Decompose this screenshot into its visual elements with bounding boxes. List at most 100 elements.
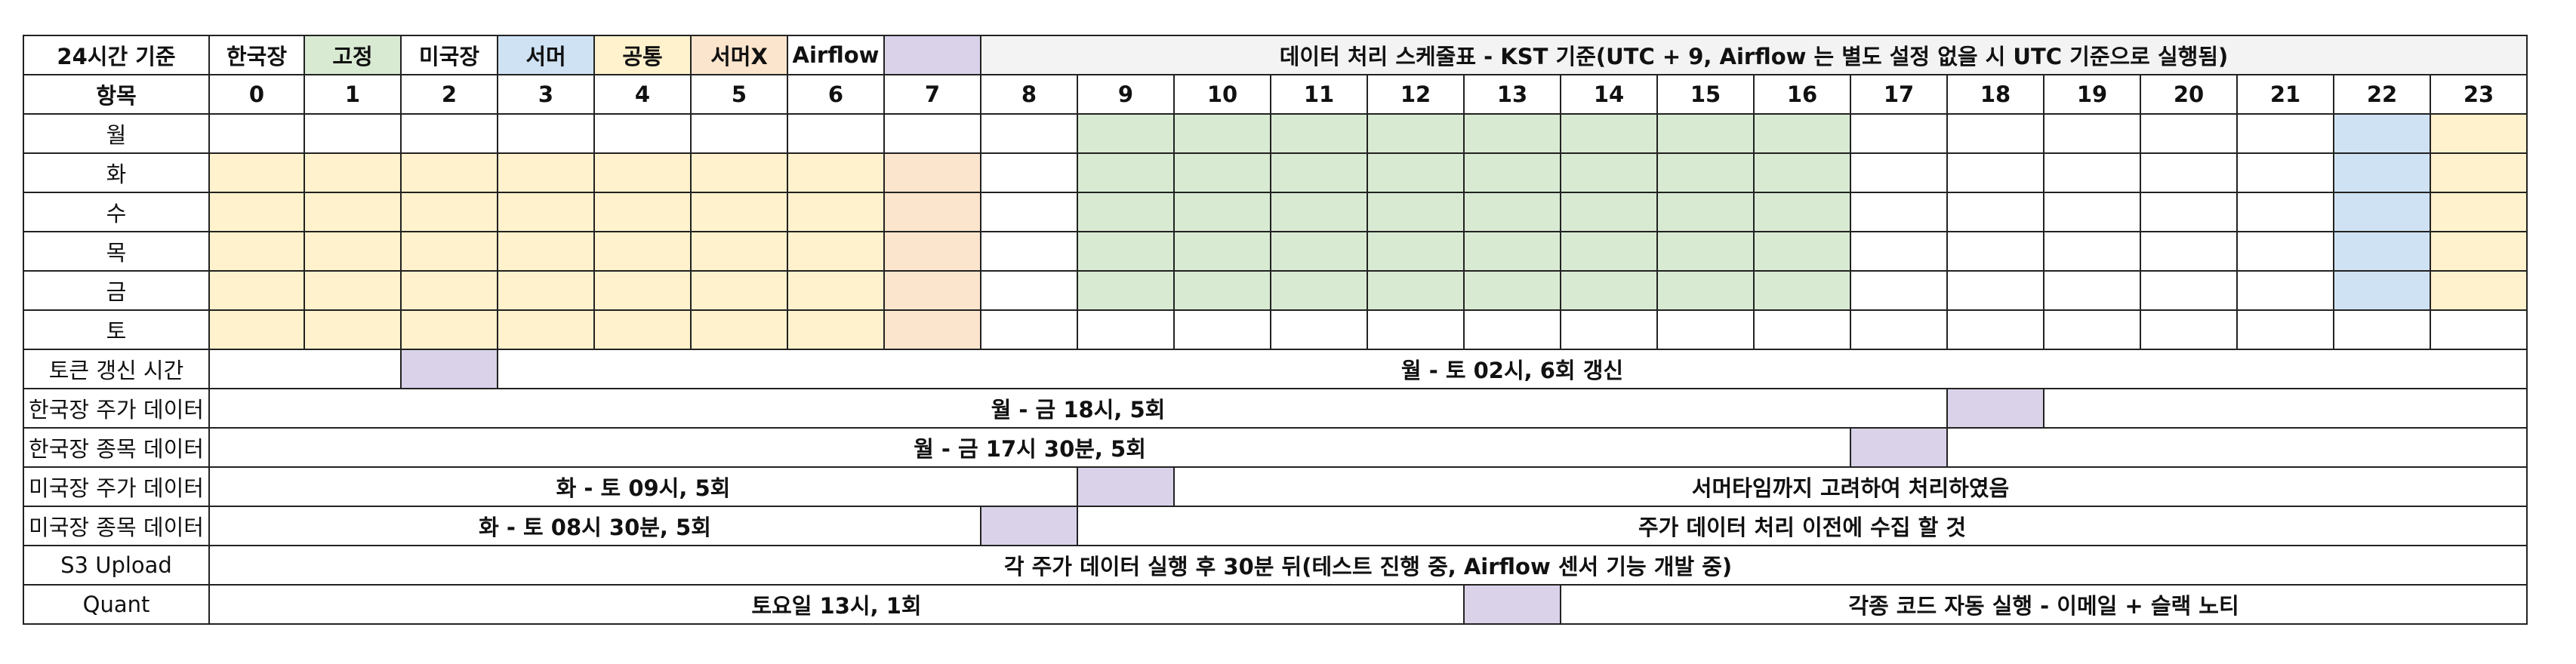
hour-header-cell[interactable]: 1 [304, 74, 402, 115]
hour-cell[interactable] [1173, 192, 1271, 232]
hour-cell[interactable] [2430, 113, 2528, 154]
hour-cell[interactable] [1850, 270, 1948, 311]
hour-cell[interactable] [787, 231, 885, 272]
hour-cell[interactable] [304, 113, 402, 154]
hour-cell[interactable] [883, 152, 981, 193]
hour-cell[interactable] [400, 270, 498, 311]
hour-cell[interactable] [1946, 113, 2044, 154]
hour-cell[interactable] [883, 309, 981, 350]
hour-cell[interactable] [690, 113, 788, 154]
task-schedule-cell[interactable]: 서머타임까지 고려하여 처리하였음 [1173, 466, 2528, 507]
hour-cell[interactable] [690, 231, 788, 272]
hour-header-cell[interactable]: 18 [1946, 74, 2044, 115]
hour-cell[interactable] [1367, 192, 1465, 232]
hour-cell[interactable] [400, 152, 498, 193]
hour-cell[interactable] [497, 231, 595, 272]
hour-header-cell[interactable]: 14 [1560, 74, 1658, 115]
hour-cell[interactable] [1850, 309, 1948, 350]
airflow-run-cell[interactable] [980, 506, 1078, 546]
airflow-run-cell[interactable] [1463, 584, 1561, 625]
airflow-run-cell[interactable] [1077, 466, 1175, 507]
hour-cell[interactable] [2236, 231, 2334, 272]
hour-cell[interactable] [2140, 270, 2238, 311]
day-label[interactable]: 월 [23, 113, 210, 154]
hour-cell[interactable] [883, 113, 981, 154]
hour-cell[interactable] [2430, 270, 2528, 311]
hour-cell[interactable] [787, 152, 885, 193]
day-label[interactable]: 수 [23, 192, 210, 232]
hour-cell[interactable] [787, 192, 885, 232]
hour-cell[interactable] [593, 152, 692, 193]
hour-header-cell[interactable]: 5 [690, 74, 788, 115]
hour-cell[interactable] [1077, 309, 1175, 350]
hour-header-cell[interactable]: 4 [593, 74, 692, 115]
hour-cell[interactable] [593, 113, 692, 154]
hour-cell[interactable] [980, 231, 1078, 272]
hour-cell[interactable] [980, 309, 1078, 350]
hour-cell[interactable] [1560, 113, 1658, 154]
hour-header-cell[interactable]: 23 [2430, 74, 2528, 115]
hour-cell[interactable] [1560, 309, 1658, 350]
task-label[interactable]: 한국장 종목 데이터 [23, 427, 210, 468]
hour-cell[interactable] [208, 192, 305, 232]
hour-header-cell[interactable]: 12 [1367, 74, 1465, 115]
hour-header-cell[interactable]: 13 [1463, 74, 1561, 115]
hour-cell[interactable] [1753, 113, 1851, 154]
hour-cell[interactable] [2333, 231, 2431, 272]
hour-cell[interactable] [2043, 192, 2141, 232]
task-schedule-cell[interactable]: 월 - 토 02시, 6회 갱신 [497, 349, 2528, 389]
hour-cell[interactable] [787, 309, 885, 350]
legend-cell[interactable]: 미국장 [400, 35, 498, 75]
task-label[interactable]: S3 Upload [23, 545, 210, 586]
hour-cell[interactable] [1946, 152, 2044, 193]
task-schedule-cell[interactable]: 화 - 토 08시 30분, 5회 [208, 506, 981, 546]
hour-header-cell[interactable]: 7 [883, 74, 981, 115]
hour-cell[interactable] [2140, 113, 2238, 154]
hour-cell[interactable] [208, 309, 305, 350]
legend-cell[interactable]: 서머X [690, 35, 788, 75]
hour-cell[interactable] [2236, 309, 2334, 350]
hour-cell[interactable] [304, 152, 402, 193]
task-schedule-cell[interactable]: 화 - 토 09시, 5회 [208, 466, 1078, 507]
hour-cell[interactable] [1367, 152, 1465, 193]
hour-cell[interactable] [1367, 270, 1465, 311]
hour-cell[interactable] [1560, 152, 1658, 193]
hour-cell[interactable] [208, 231, 305, 272]
hour-cell[interactable] [2043, 309, 2141, 350]
hour-cell[interactable] [1077, 270, 1175, 311]
hour-cell[interactable] [2430, 192, 2528, 232]
hour-cell[interactable] [1270, 192, 1368, 232]
day-label[interactable]: 목 [23, 231, 210, 272]
hour-cell[interactable] [690, 309, 788, 350]
hour-cell[interactable] [690, 192, 788, 232]
hour-cell[interactable] [2430, 231, 2528, 272]
task-schedule-cell[interactable] [208, 349, 402, 389]
hour-cell[interactable] [1753, 192, 1851, 232]
hour-cell[interactable] [1077, 113, 1175, 154]
hour-cell[interactable] [1463, 113, 1561, 154]
hour-cell[interactable] [1463, 192, 1561, 232]
hour-header-cell[interactable]: 2 [400, 74, 498, 115]
hour-cell[interactable] [1656, 231, 1755, 272]
hour-cell[interactable] [980, 192, 1078, 232]
hour-header-cell[interactable]: 0 [208, 74, 305, 115]
hour-cell[interactable] [1270, 152, 1368, 193]
hour-header-cell[interactable]: 22 [2333, 74, 2431, 115]
hour-cell[interactable] [2140, 231, 2238, 272]
hour-cell[interactable] [1946, 309, 2044, 350]
hour-cell[interactable] [1367, 231, 1465, 272]
hour-cell[interactable] [2236, 152, 2334, 193]
hour-cell[interactable] [2333, 309, 2431, 350]
day-label[interactable]: 토 [23, 309, 210, 350]
task-schedule-cell[interactable] [1946, 427, 2528, 468]
task-label[interactable]: 한국장 주가 데이터 [23, 388, 210, 429]
hour-cell[interactable] [2430, 152, 2528, 193]
hour-cell[interactable] [208, 113, 305, 154]
hour-cell[interactable] [1463, 309, 1561, 350]
hour-cell[interactable] [2140, 309, 2238, 350]
day-label[interactable]: 화 [23, 152, 210, 193]
hour-header-cell[interactable]: 15 [1656, 74, 1755, 115]
hour-cell[interactable] [2333, 192, 2431, 232]
hour-cell[interactable] [980, 152, 1078, 193]
task-schedule-cell[interactable] [2043, 388, 2528, 429]
